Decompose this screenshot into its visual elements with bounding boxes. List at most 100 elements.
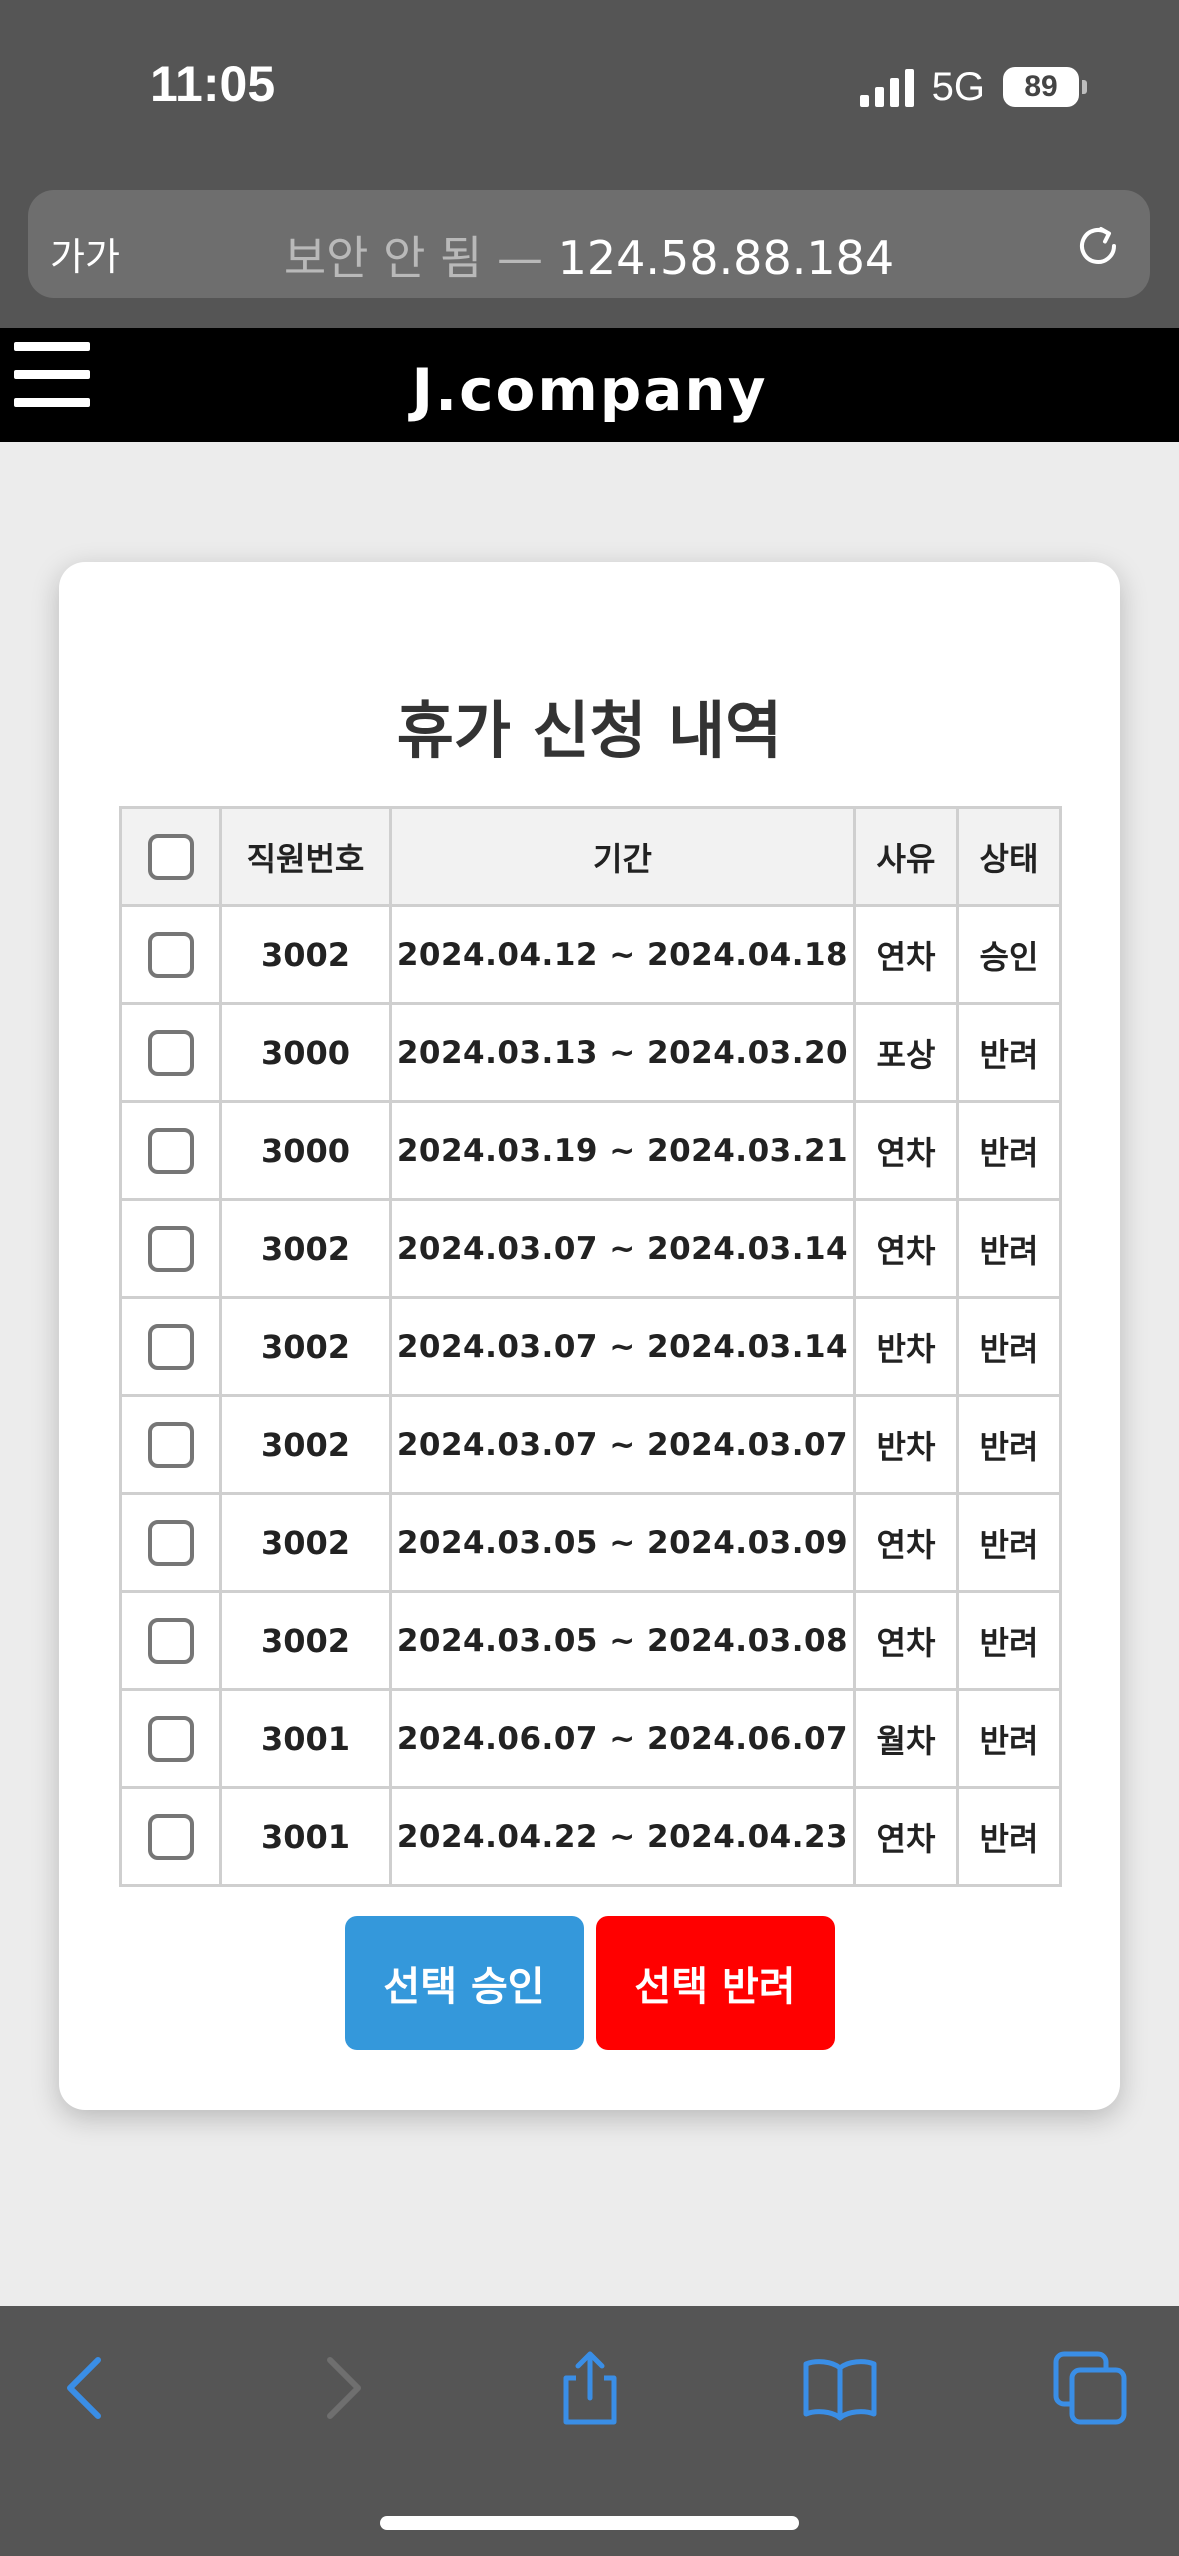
column-header-reason: 사유 — [853, 806, 959, 907]
row-select-cell — [119, 1198, 222, 1299]
table-row: 3002 2024.03.05 ~ 2024.03.08 연차 반려 — [119, 1590, 1062, 1691]
reject-selected-button[interactable]: 선택 반려 — [595, 1916, 835, 2050]
period-cell: 2024.03.13 ~ 2024.03.20 — [389, 1002, 856, 1103]
forward-icon[interactable] — [300, 2348, 380, 2428]
reason-cell: 연차 — [853, 1786, 959, 1887]
status-cell: 반려 — [956, 1198, 1062, 1299]
status-bar: 11:05 5G 89 — [0, 0, 1179, 180]
row-select-cell — [119, 1100, 222, 1201]
reason-cell: 포상 — [853, 1002, 959, 1103]
status-cell: 반려 — [956, 1590, 1062, 1691]
row-select-cell — [119, 1296, 222, 1397]
employee-id-cell: 3002 — [219, 1590, 392, 1691]
status-cell: 반려 — [956, 1296, 1062, 1397]
row-checkbox[interactable] — [147, 1519, 194, 1566]
status-indicators: 5G 89 — [859, 62, 1087, 112]
row-checkbox[interactable] — [147, 1715, 194, 1762]
leave-history-card: 휴가 신청 내역 직원번호 기간 사유 상태 3002 2024.04.12 ~ … — [59, 562, 1120, 2110]
cellular-signal-icon — [859, 67, 914, 107]
status-cell: 반려 — [956, 1786, 1062, 1887]
table-row: 3001 2024.04.22 ~ 2024.04.23 연차 반려 — [119, 1786, 1062, 1887]
period-cell: 2024.03.05 ~ 2024.03.08 — [389, 1590, 856, 1691]
network-type: 5G — [931, 64, 985, 109]
reason-cell: 반차 — [853, 1394, 959, 1495]
period-cell: 2024.03.07 ~ 2024.03.14 — [389, 1296, 856, 1397]
period-cell: 2024.04.22 ~ 2024.04.23 — [389, 1786, 856, 1887]
menu-icon[interactable] — [14, 342, 92, 408]
select-all-checkbox[interactable] — [147, 833, 194, 880]
status-cell: 반려 — [956, 1100, 1062, 1201]
employee-id-cell: 3002 — [219, 1394, 392, 1495]
reason-cell: 연차 — [853, 1492, 959, 1593]
bookmarks-icon[interactable] — [800, 2348, 880, 2428]
status-cell: 반려 — [956, 1492, 1062, 1593]
row-checkbox[interactable] — [147, 1617, 194, 1664]
row-checkbox[interactable] — [147, 1421, 194, 1468]
leave-table: 직원번호 기간 사유 상태 3002 2024.04.12 ~ 2024.04.1… — [119, 806, 1062, 1887]
period-cell: 2024.04.12 ~ 2024.04.18 — [389, 904, 856, 1005]
status-cell: 승인 — [956, 904, 1062, 1005]
share-icon[interactable] — [550, 2348, 630, 2428]
employee-id-cell: 3001 — [219, 1688, 392, 1789]
security-label: 보안 안 됨 — — [283, 231, 543, 285]
battery-icon: 89 — [1003, 67, 1087, 107]
url-host: 124.58.88.184 — [557, 231, 895, 285]
reason-cell: 월차 — [853, 1688, 959, 1789]
action-buttons: 선택 승인 선택 반려 — [59, 1916, 1120, 2050]
back-icon[interactable] — [48, 2348, 128, 2428]
reason-cell: 연차 — [853, 904, 959, 1005]
employee-id-cell: 3002 — [219, 1198, 392, 1299]
page-title: 휴가 신청 내역 — [396, 694, 783, 767]
employee-id-cell: 3002 — [219, 1492, 392, 1593]
status-cell: 반려 — [956, 1394, 1062, 1495]
table-row: 3001 2024.06.07 ~ 2024.06.07 월차 반려 — [119, 1688, 1062, 1789]
site-header: J.company — [0, 328, 1179, 442]
row-checkbox[interactable] — [147, 1127, 194, 1174]
table-row: 3002 2024.03.05 ~ 2024.03.09 연차 반려 — [119, 1492, 1062, 1593]
browser-address-area: 가가 보안 안 됨 — 124.58.88.184 — [0, 180, 1179, 328]
employee-id-cell: 3001 — [219, 1786, 392, 1887]
reason-cell: 연차 — [853, 1590, 959, 1691]
row-select-cell — [119, 1688, 222, 1789]
row-checkbox[interactable] — [147, 1225, 194, 1272]
row-select-cell — [119, 1590, 222, 1691]
reload-icon[interactable] — [1072, 220, 1124, 272]
battery-level: 89 — [1024, 70, 1058, 103]
url-display[interactable]: 보안 안 됨 — 124.58.88.184 — [28, 222, 1150, 288]
address-bar[interactable]: 가가 보안 안 됨 — 124.58.88.184 — [28, 190, 1150, 298]
column-header-period: 기간 — [389, 806, 856, 907]
column-header-id: 직원번호 — [219, 806, 392, 907]
row-checkbox[interactable] — [147, 1813, 194, 1860]
table-row: 3002 2024.03.07 ~ 2024.03.14 연차 반려 — [119, 1198, 1062, 1299]
text-size-button[interactable]: 가가 — [50, 235, 120, 279]
employee-id-cell: 3002 — [219, 904, 392, 1005]
period-cell: 2024.03.19 ~ 2024.03.21 — [389, 1100, 856, 1201]
table-row: 3002 2024.04.12 ~ 2024.04.18 연차 승인 — [119, 904, 1062, 1005]
reason-cell: 반차 — [853, 1296, 959, 1397]
employee-id-cell: 3002 — [219, 1296, 392, 1397]
reason-cell: 연차 — [853, 1100, 959, 1201]
status-cell: 반려 — [956, 1002, 1062, 1103]
row-select-cell — [119, 1492, 222, 1593]
select-all-cell — [119, 806, 222, 907]
row-checkbox[interactable] — [147, 1029, 194, 1076]
row-checkbox[interactable] — [147, 931, 194, 978]
approve-selected-button[interactable]: 선택 승인 — [344, 1916, 584, 2050]
row-select-cell — [119, 904, 222, 1005]
employee-id-cell: 3000 — [219, 1100, 392, 1201]
browser-toolbar — [0, 2306, 1179, 2556]
period-cell: 2024.03.07 ~ 2024.03.14 — [389, 1198, 856, 1299]
table-row: 3002 2024.03.07 ~ 2024.03.14 반차 반려 — [119, 1296, 1062, 1397]
column-header-status: 상태 — [956, 806, 1062, 907]
row-select-cell — [119, 1394, 222, 1495]
period-cell: 2024.06.07 ~ 2024.06.07 — [389, 1688, 856, 1789]
table-header-row: 직원번호 기간 사유 상태 — [119, 806, 1062, 907]
table-row: 3002 2024.03.07 ~ 2024.03.07 반차 반려 — [119, 1394, 1062, 1495]
employee-id-cell: 3000 — [219, 1002, 392, 1103]
status-time: 11:05 — [150, 56, 276, 112]
brand-logo[interactable]: J.company — [411, 356, 768, 424]
tabs-icon[interactable] — [1050, 2348, 1130, 2428]
reason-cell: 연차 — [853, 1198, 959, 1299]
period-cell: 2024.03.05 ~ 2024.03.09 — [389, 1492, 856, 1593]
row-checkbox[interactable] — [147, 1323, 194, 1370]
